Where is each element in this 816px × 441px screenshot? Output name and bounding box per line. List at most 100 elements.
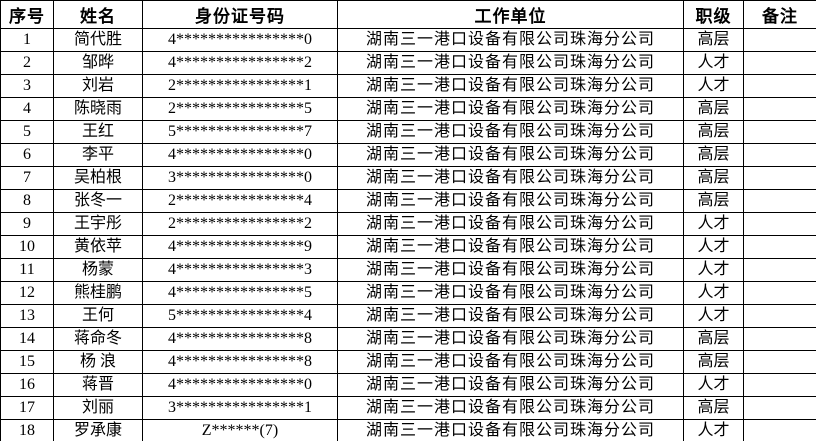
cell-rank: 人才 xyxy=(683,258,744,282)
cell-name: 罗承康 xyxy=(53,419,143,441)
cell-id-number: 2****************5 xyxy=(142,97,338,121)
cell-name: 王何 xyxy=(53,304,143,328)
cell-serial: 9 xyxy=(0,212,54,236)
cell-rank: 高层 xyxy=(683,396,744,420)
cell-id-number: 5****************4 xyxy=(142,304,338,328)
cell-id-number: 2****************4 xyxy=(142,189,338,213)
cell-work-unit: 湖南三一港口设备有限公司珠海分公司 xyxy=(337,143,684,167)
cell-work-unit: 湖南三一港口设备有限公司珠海分公司 xyxy=(337,281,684,305)
cell-remark xyxy=(743,212,816,236)
cell-name: 熊桂鹏 xyxy=(53,281,143,305)
cell-id-number: 5****************7 xyxy=(142,120,338,144)
cell-remark xyxy=(743,97,816,121)
cell-remark xyxy=(743,373,816,397)
cell-id-number: 4****************2 xyxy=(142,51,338,75)
cell-remark xyxy=(743,235,816,259)
cell-work-unit: 湖南三一港口设备有限公司珠海分公司 xyxy=(337,166,684,190)
table-header-row: 序号 姓名 身份证号码 工作单位 职级 备注 xyxy=(0,0,816,29)
cell-id-number: 4****************0 xyxy=(142,28,338,52)
cell-work-unit: 湖南三一港口设备有限公司珠海分公司 xyxy=(337,97,684,121)
cell-work-unit: 湖南三一港口设备有限公司珠海分公司 xyxy=(337,419,684,441)
cell-name: 简代胜 xyxy=(53,28,143,52)
cell-id-number: 4****************0 xyxy=(142,373,338,397)
cell-serial: 5 xyxy=(0,120,54,144)
cell-remark xyxy=(743,350,816,374)
table-row: 12 熊桂鹏 4****************5 湖南三一港口设备有限公司珠海分公司… xyxy=(0,281,816,305)
cell-remark xyxy=(743,143,816,167)
cell-id-number: 4****************0 xyxy=(142,143,338,167)
cell-remark xyxy=(743,28,816,52)
cell-name: 张冬一 xyxy=(53,189,143,213)
cell-rank: 人才 xyxy=(683,212,744,236)
table-row: 13 王何 5****************4 湖南三一港口设备有限公司珠海分公司人… xyxy=(0,304,816,328)
cell-id-number: 4****************5 xyxy=(142,281,338,305)
table-row: 6 李平 4****************0 湖南三一港口设备有限公司珠海分公司 高层 xyxy=(0,143,816,167)
cell-serial: 13 xyxy=(0,304,54,328)
cell-name: 蒋命冬 xyxy=(53,327,143,351)
cell-name: 杨蒙 xyxy=(53,258,143,282)
cell-rank: 高层 xyxy=(683,327,744,351)
cell-name: 蒋晋 xyxy=(53,373,143,397)
cell-remark xyxy=(743,51,816,75)
cell-remark xyxy=(743,166,816,190)
cell-remark xyxy=(743,258,816,282)
cell-rank: 人才 xyxy=(683,373,744,397)
cell-serial: 10 xyxy=(0,235,54,259)
cell-work-unit: 湖南三一港口设备有限公司珠海分公司 xyxy=(337,74,684,98)
cell-remark xyxy=(743,74,816,98)
cell-id-number: 4****************3 xyxy=(142,258,338,282)
table-row: 1 简代胜 4****************0 湖南三一港口设备有限公司珠海分公司高… xyxy=(0,28,816,52)
cell-serial: 1 xyxy=(0,28,54,52)
header-cell: 备注 xyxy=(743,0,816,29)
cell-name: 黄依苹 xyxy=(53,235,143,259)
table-row: 5 王红 5****************7 湖南三一港口设备有限公司珠海分公司 高层 xyxy=(0,120,816,144)
table-row: 7 吴柏根 3****************0 湖南三一港口设备有限公司珠海分公司高… xyxy=(0,166,816,190)
cell-name: 刘丽 xyxy=(53,396,143,420)
cell-id-number: 3****************1 xyxy=(142,396,338,420)
cell-id-number: 4****************8 xyxy=(142,327,338,351)
cell-serial: 18 xyxy=(0,419,54,441)
cell-work-unit: 湖南三一港口设备有限公司珠海分公司 xyxy=(337,373,684,397)
cell-serial: 11 xyxy=(0,258,54,282)
cell-name: 邹晔 xyxy=(53,51,143,75)
cell-work-unit: 湖南三一港口设备有限公司珠海分公司 xyxy=(337,327,684,351)
cell-rank: 人才 xyxy=(683,51,744,75)
cell-remark xyxy=(743,120,816,144)
cell-serial: 15 xyxy=(0,350,54,374)
cell-id-number: 4****************9 xyxy=(142,235,338,259)
cell-remark xyxy=(743,327,816,351)
cell-rank: 人才 xyxy=(683,281,744,305)
cell-name: 王宇彤 xyxy=(53,212,143,236)
cell-serial: 8 xyxy=(0,189,54,213)
cell-work-unit: 湖南三一港口设备有限公司珠海分公司 xyxy=(337,120,684,144)
cell-id-number: 2****************1 xyxy=(142,74,338,98)
header-cell: 序号 xyxy=(0,0,54,29)
cell-id-number: 3****************0 xyxy=(142,166,338,190)
table-row: 17 刘丽 3****************1 湖南三一港口设备有限公司珠海分公司高… xyxy=(0,396,816,420)
cell-rank: 高层 xyxy=(683,189,744,213)
table-row: 16 蒋晋 4****************0 湖南三一港口设备有限公司珠海分公司人… xyxy=(0,373,816,397)
header-cell: 姓名 xyxy=(53,0,143,29)
cell-rank: 高层 xyxy=(683,143,744,167)
table-row: 10 黄依苹 4****************9 湖南三一港口设备有限公司珠海分公司… xyxy=(0,235,816,259)
cell-serial: 16 xyxy=(0,373,54,397)
cell-work-unit: 湖南三一港口设备有限公司珠海分公司 xyxy=(337,51,684,75)
cell-rank: 高层 xyxy=(683,350,744,374)
cell-remark xyxy=(743,304,816,328)
header-cell: 工作单位 xyxy=(337,0,684,29)
cell-work-unit: 湖南三一港口设备有限公司珠海分公司 xyxy=(337,258,684,282)
cell-name: 王红 xyxy=(53,120,143,144)
cell-serial: 17 xyxy=(0,396,54,420)
table-row: 4 陈晓雨 2****************5 湖南三一港口设备有限公司珠海分公司高… xyxy=(0,97,816,121)
cell-serial: 7 xyxy=(0,166,54,190)
cell-rank: 人才 xyxy=(683,419,744,441)
cell-work-unit: 湖南三一港口设备有限公司珠海分公司 xyxy=(337,212,684,236)
cell-id-number: Z******(7) xyxy=(142,419,338,441)
cell-work-unit: 湖南三一港口设备有限公司珠海分公司 xyxy=(337,189,684,213)
cell-rank: 高层 xyxy=(683,120,744,144)
cell-rank: 人才 xyxy=(683,304,744,328)
table-row: 2 邹晔 4****************2 湖南三一港口设备有限公司珠海分公司 人才 xyxy=(0,51,816,75)
table-row: 8 张冬一 2****************4 湖南三一港口设备有限公司珠海分公司高… xyxy=(0,189,816,213)
cell-rank: 高层 xyxy=(683,28,744,52)
